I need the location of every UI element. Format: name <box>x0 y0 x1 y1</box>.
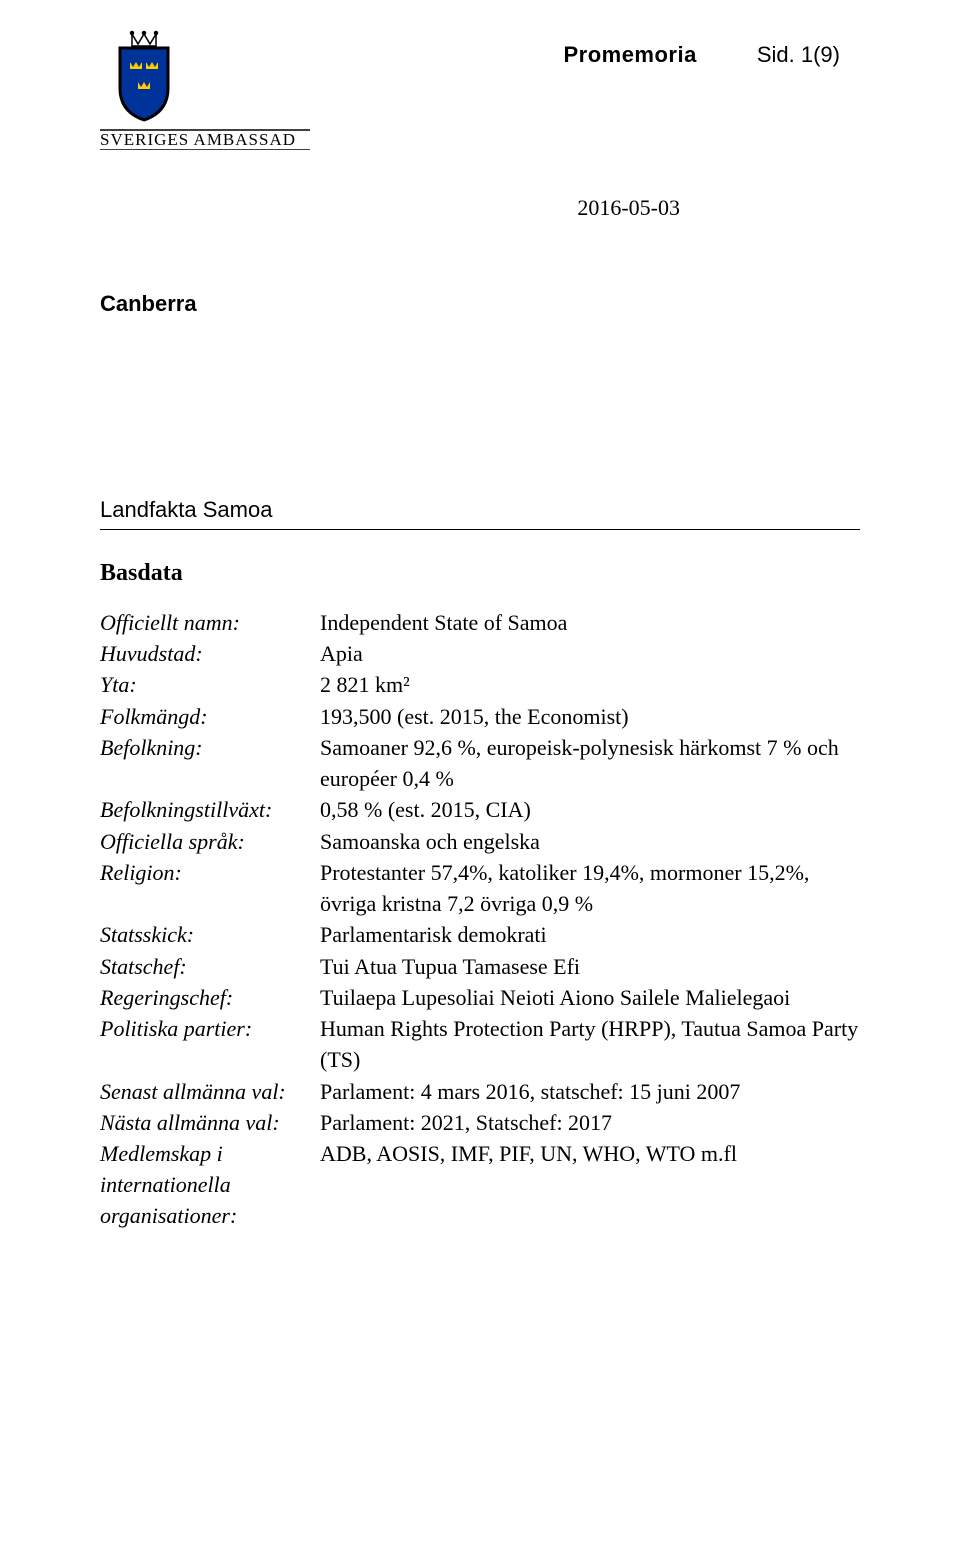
date-row: 2016-05-03 <box>100 195 860 221</box>
fact-value: Samoanska och engelska <box>320 826 860 857</box>
fact-row: Befolkningstillväxt: 0,58 % (est. 2015, … <box>100 794 860 825</box>
fact-row: Huvudstad: Apia <box>100 638 860 669</box>
document-date: 2016-05-03 <box>577 195 680 220</box>
facts-table: Officiellt namn: Independent State of Sa… <box>100 607 860 1232</box>
fact-value: 2 821 km² <box>320 669 860 700</box>
fact-row: Officiellt namn: Independent State of Sa… <box>100 607 860 638</box>
fact-row: Senast allmänna val: Parlament: 4 mars 2… <box>100 1076 860 1107</box>
header-text: Promemoria Sid. 1(9) <box>340 30 860 68</box>
fact-value: Parlamentarisk demokrati <box>320 919 860 950</box>
fact-value: Human Rights Protection Party (HRPP), Ta… <box>320 1013 860 1075</box>
fact-label: Regeringschef: <box>100 982 320 1013</box>
fact-label: Yta: <box>100 669 320 700</box>
org-name-text: SVERIGES AMBASSAD <box>100 130 296 149</box>
fact-value: 0,58 % (est. 2015, CIA) <box>320 794 860 825</box>
fact-label: Huvudstad: <box>100 638 320 669</box>
fact-row: Politiska partier: Human Rights Protecti… <box>100 1013 860 1075</box>
fact-value: Protestanter 57,4%, katoliker 19,4%, mor… <box>320 857 860 919</box>
promemoria-label: Promemoria <box>563 42 696 68</box>
fact-label: Officiella språk: <box>100 826 320 857</box>
fact-label: Statsskick: <box>100 919 320 950</box>
logo-block: SVERIGES AMBASSAD <box>100 30 340 155</box>
fact-row: Befolkning: Samoaner 92,6 %, europeisk-p… <box>100 732 860 794</box>
fact-row: Statschef: Tui Atua Tupua Tamasese Efi <box>100 951 860 982</box>
fact-row: Statsskick: Parlamentarisk demokrati <box>100 919 860 950</box>
fact-label: Senast allmänna val: <box>100 1076 320 1107</box>
fact-value: Samoaner 92,6 %, europeisk-polynesisk hä… <box>320 732 860 794</box>
fact-label: Befolkning: <box>100 732 320 794</box>
fact-value: Parlament: 4 mars 2016, statschef: 15 ju… <box>320 1076 860 1107</box>
header-row: SVERIGES AMBASSAD Promemoria Sid. 1(9) <box>100 30 860 155</box>
fact-value: 193,500 (est. 2015, the Economist) <box>320 701 860 732</box>
spacer <box>100 317 860 497</box>
fact-label: Folkmängd: <box>100 701 320 732</box>
fact-value: Tuilaepa Lupesoliai Neioti Aiono Sailele… <box>320 982 860 1013</box>
fact-label: Medlemskap i internationella organisatio… <box>100 1138 320 1232</box>
document-title: Landfakta Samoa <box>100 497 860 530</box>
fact-value: Parlament: 2021, Statschef: 2017 <box>320 1107 860 1138</box>
fact-label: Politiska partier: <box>100 1013 320 1075</box>
fact-value: ADB, AOSIS, IMF, PIF, UN, WHO, WTO m.fl <box>320 1138 860 1232</box>
fact-label: Nästa allmänna val: <box>100 1107 320 1138</box>
fact-row: Nästa allmänna val: Parlament: 2021, Sta… <box>100 1107 860 1138</box>
fact-value: Apia <box>320 638 860 669</box>
section-header: Basdata <box>100 560 860 587</box>
fact-row: Yta: 2 821 km² <box>100 669 860 700</box>
fact-row: Folkmängd: 193,500 (est. 2015, the Econo… <box>100 701 860 732</box>
fact-value: Independent State of Samoa <box>320 607 860 638</box>
page: SVERIGES AMBASSAD Promemoria Sid. 1(9) 2… <box>0 0 960 1547</box>
fact-row: Religion: Protestanter 57,4%, katoliker … <box>100 857 860 919</box>
fact-row: Medlemskap i internationella organisatio… <box>100 1138 860 1232</box>
fact-row: Officiella språk: Samoanska och engelska <box>100 826 860 857</box>
embassy-location: Canberra <box>100 291 860 317</box>
page-number: Sid. 1(9) <box>757 42 840 68</box>
sveriges-ambassad-logo: SVERIGES AMBASSAD <box>100 30 310 150</box>
fact-label: Statschef: <box>100 951 320 982</box>
fact-value: Tui Atua Tupua Tamasese Efi <box>320 951 860 982</box>
fact-label: Religion: <box>100 857 320 919</box>
fact-label: Befolkningstillväxt: <box>100 794 320 825</box>
fact-label: Officiellt namn: <box>100 607 320 638</box>
fact-row: Regeringschef: Tuilaepa Lupesoliai Neiot… <box>100 982 860 1013</box>
